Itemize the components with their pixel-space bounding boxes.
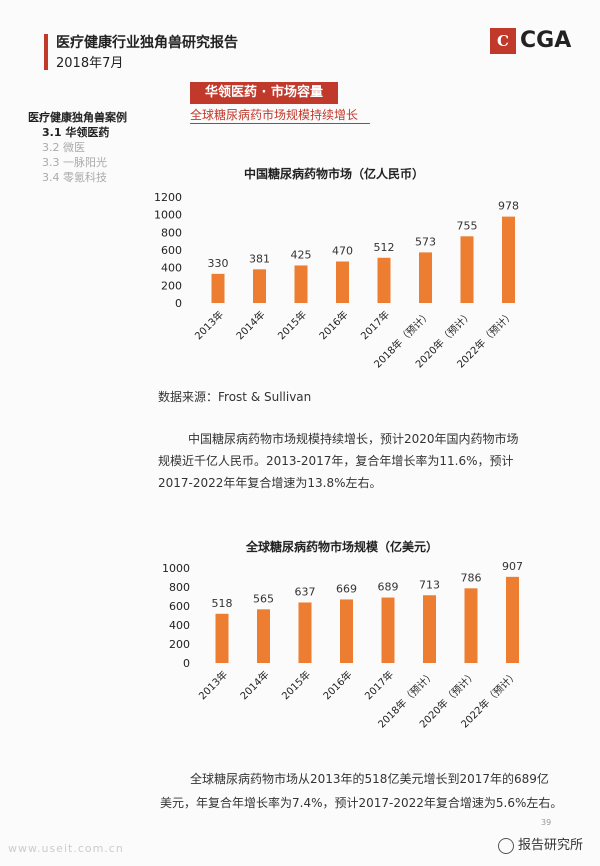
paragraph-china-line3: 2017-2022年年复合增速为13.8%左右。 <box>158 476 382 490</box>
section-underline <box>190 123 370 124</box>
section-tag: 华领医药 · 市场容量 <box>190 82 338 104</box>
bar-value-label: 637 <box>295 585 316 598</box>
bar-value-label: 512 <box>374 241 395 254</box>
bar-value-label: 689 <box>378 581 399 594</box>
bar-value-label: 907 <box>502 560 523 573</box>
bar <box>506 576 519 663</box>
bar <box>294 265 308 303</box>
bar <box>336 261 349 303</box>
data-source: 数据来源：Frost & Sullivan <box>158 390 312 404</box>
bar-value-label: 755 <box>457 219 478 232</box>
x-tick-label: 2013年 <box>192 308 226 342</box>
bar <box>377 257 391 303</box>
bar <box>502 216 515 303</box>
bar <box>464 588 478 663</box>
bar <box>460 236 474 303</box>
bar-value-label: 786 <box>461 571 482 584</box>
report-title: 医疗健康行业独角兽研究报告 <box>56 35 238 51</box>
bar-value-label: 381 <box>249 252 270 265</box>
bar-value-label: 565 <box>253 592 274 605</box>
bar-value-label: 470 <box>332 244 353 257</box>
logo-mark: C <box>490 28 516 54</box>
bar <box>298 602 312 663</box>
y-tick-label: 600 <box>169 600 190 613</box>
bar <box>215 613 229 663</box>
x-tick-label: 2017年 <box>362 668 396 702</box>
y-tick-label: 200 <box>161 279 182 292</box>
y-tick-label: 400 <box>161 262 182 275</box>
x-tick-label: 2016年 <box>316 308 350 342</box>
bar <box>419 252 432 303</box>
sidebar-item-lingke[interactable]: 3.4 零氪科技 <box>42 171 107 184</box>
bar-value-label: 978 <box>498 200 519 213</box>
x-tick-label: 2015年 <box>279 668 313 702</box>
wechat-label: 报告研究所 <box>518 838 584 853</box>
bar-value-label: 518 <box>212 597 233 610</box>
report-date: 2018年7月 <box>56 56 124 71</box>
y-tick-label: 0 <box>175 297 182 310</box>
y-tick-label: 800 <box>169 581 190 594</box>
sidebar-heading: 医疗健康独角兽案例 <box>28 111 127 124</box>
bar <box>381 597 395 663</box>
bar <box>340 599 353 663</box>
x-tick-label: 2015年 <box>275 308 309 342</box>
bar-value-label: 425 <box>291 248 312 261</box>
y-tick-label: 1000 <box>162 562 190 575</box>
global-market-chart: 0 200 400 600 800 1000 518 2013年 565 2014年 637 2015… <box>162 560 523 731</box>
header-accent-bar <box>44 34 48 70</box>
paragraph-china-line1: 中国糖尿病药物市场规模持续增长，预计2020年国内药物市场 <box>188 432 519 446</box>
china-market-chart: 0 200 400 600 800 1000 1200 330 2013年 381 2014年 425… <box>154 191 519 370</box>
y-tick-label: 200 <box>169 638 190 651</box>
wechat-account: 报告研究所 <box>498 834 583 854</box>
y-tick-label: 1200 <box>154 191 182 204</box>
page-number: 39 <box>541 818 552 827</box>
bar-value-label: 573 <box>415 235 436 248</box>
y-tick-label: 800 <box>161 226 182 239</box>
sidebar-nav: 医疗健康独角兽案例 3.1 华领医药 3.2 微医 3.3 一脉阳光 3.4 零… <box>28 110 127 185</box>
bar-value-label: 330 <box>208 257 229 270</box>
paragraph-china-line2: 规模近千亿人民币。2013-2017年，复合年增长率为11.6%，预计 <box>158 454 514 468</box>
y-tick-label: 400 <box>169 619 190 632</box>
sidebar-item-yimai[interactable]: 3.3 一脉阳光 <box>42 156 107 169</box>
paragraph-global-line2: 美元，年复合年增长率为7.4%，预计2017-2022年复合增速为5.6%左右。 <box>160 796 563 810</box>
x-tick-label: 2014年 <box>237 668 271 702</box>
bar <box>211 273 225 303</box>
x-tick-label: 2014年 <box>233 308 267 342</box>
wechat-icon <box>498 837 514 854</box>
logo-text: CGA <box>520 28 572 53</box>
y-tick-label: 0 <box>183 657 190 670</box>
y-tick-label: 1000 <box>154 209 182 222</box>
paragraph-global-line1: 全球糖尿病药物市场从2013年的518亿美元增长到2017年的689亿 <box>190 772 549 786</box>
sidebar-item-weiyi[interactable]: 3.2 微医 <box>42 141 85 154</box>
x-tick-label: 2016年 <box>320 668 354 702</box>
chart1-title: 中国糖尿病药物市场（亿人民币） <box>244 167 425 181</box>
cga-logo: C CGA <box>490 28 580 54</box>
bar-value-label: 669 <box>336 582 357 595</box>
bar <box>257 609 270 663</box>
sidebar-item-hualing[interactable]: 3.1 华领医药 <box>42 126 110 139</box>
bar <box>423 595 436 663</box>
x-tick-label: 2017年 <box>358 308 392 342</box>
watermark-url: www.useit.com.cn <box>8 842 124 855</box>
bar-value-label: 713 <box>419 578 440 591</box>
bar <box>253 269 266 303</box>
section-subtitle: 全球糖尿病药市场规模持续增长 <box>190 108 359 122</box>
x-tick-label: 2013年 <box>196 668 230 702</box>
chart2-title: 全球糖尿病药物市场规模（亿美元） <box>246 540 439 554</box>
y-tick-label: 600 <box>161 244 182 257</box>
